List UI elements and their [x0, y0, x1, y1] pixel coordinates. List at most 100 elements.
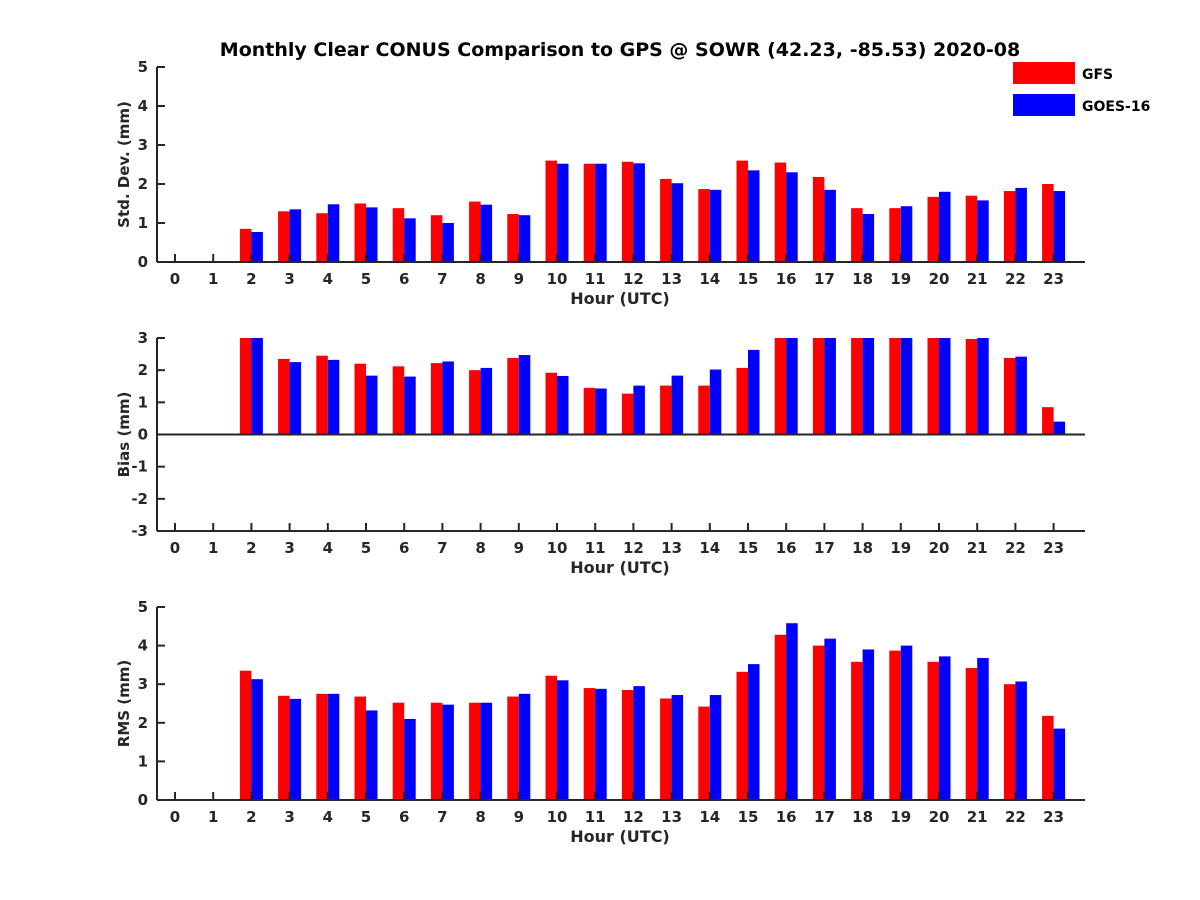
bar-gfs-hour-19: [889, 208, 901, 262]
x-tick-label: 15: [738, 808, 759, 826]
x-tick-label: 4: [323, 539, 333, 557]
bar-goes16-hour-6: [404, 718, 416, 800]
x-tick-label: 14: [699, 270, 720, 288]
y-tick-label: 2: [138, 361, 148, 379]
bar-goes16-hour-10: [557, 375, 569, 435]
bar-goes16-hour-15: [748, 664, 760, 800]
y-tick-label: 0: [138, 253, 148, 271]
x-tick-label: 4: [323, 808, 333, 826]
bar-gfs-hour-9: [507, 357, 519, 435]
bar-gfs-hour-21: [965, 195, 978, 262]
bar-goes16-hour-3: [289, 698, 302, 800]
bar-goes16-hour-17: [824, 338, 836, 435]
bar-goes16-hour-13: [671, 375, 684, 435]
bar-gfs-hour-4: [316, 355, 328, 435]
y-tick-label: 0: [138, 426, 148, 444]
bar-goes16-hour-3: [289, 362, 302, 435]
bar-goes16-hour-7: [442, 361, 454, 435]
bar-goes16-hour-4: [327, 204, 340, 262]
x-tick-label: 3: [284, 808, 294, 826]
bar-goes16-hour-11: [595, 163, 607, 262]
y-tick-label: 2: [138, 714, 148, 732]
bar-gfs-hour-12: [621, 161, 634, 262]
x-tick-label: 4: [323, 270, 333, 288]
chart-legend: GFS GOES-16: [1013, 62, 1150, 116]
bar-goes16-hour-12: [633, 163, 645, 262]
bar-goes16-hour-11: [595, 388, 607, 435]
x-tick-label: 15: [738, 270, 759, 288]
bar-goes16-hour-19: [900, 645, 913, 800]
bar-gfs-hour-11: [583, 688, 596, 800]
bar-goes16-hour-8: [480, 367, 493, 435]
x-tick-label: 17: [814, 808, 835, 826]
bar-gfs-hour-20: [927, 661, 939, 800]
x-tick-label: 11: [585, 270, 606, 288]
x-tick-label: 8: [475, 539, 485, 557]
bar-goes16-hour-21: [977, 200, 989, 262]
y-tick-label: -2: [131, 490, 148, 508]
bar-gfs-hour-21: [965, 667, 978, 800]
y-axis-label: Std. Dev. (mm): [115, 101, 133, 228]
bar-goes16-hour-22: [1015, 681, 1027, 800]
x-tick-label: 22: [1005, 270, 1026, 288]
bar-goes16-hour-8: [480, 702, 493, 800]
legend-label-goes16: GOES-16: [1082, 99, 1150, 115]
x-tick-label: 10: [547, 539, 568, 557]
bar-gfs-hour-17: [812, 645, 825, 800]
bar-gfs-hour-4: [316, 693, 328, 800]
x-tick-label: 7: [437, 270, 447, 288]
x-tick-label: 20: [929, 539, 950, 557]
bar-goes16-hour-9: [518, 215, 531, 262]
x-tick-label: 19: [890, 808, 911, 826]
x-tick-label: 9: [514, 808, 524, 826]
x-tick-label: 1: [208, 808, 218, 826]
x-tick-label: 9: [514, 270, 524, 288]
x-tick-label: 19: [890, 270, 911, 288]
bar-goes16-hour-4: [327, 359, 340, 435]
x-tick-label: 9: [514, 539, 524, 557]
bar-gfs-hour-13: [660, 385, 672, 435]
bar-goes16-hour-23: [1053, 191, 1066, 262]
bar-goes16-hour-20: [939, 338, 951, 435]
x-tick-label: 6: [399, 539, 409, 557]
x-axis-label: Hour (UTC): [570, 558, 670, 577]
x-tick-label: 18: [852, 808, 873, 826]
bar-gfs-hour-10: [545, 675, 557, 800]
bar-goes16-hour-14: [709, 189, 722, 262]
bar-gfs-hour-20: [927, 338, 939, 435]
bar-gfs-hour-9: [507, 696, 519, 800]
bar-goes16-hour-2: [251, 231, 263, 262]
x-tick-label: 8: [475, 270, 485, 288]
bar-gfs-hour-5: [354, 696, 366, 800]
bar-gfs-hour-16: [774, 162, 787, 262]
bar-gfs-hour-18: [851, 338, 863, 435]
x-tick-label: 8: [475, 808, 485, 826]
bar-gfs-hour-15: [736, 671, 748, 800]
y-tick-label: 5: [138, 598, 148, 616]
x-tick-label: 1: [208, 539, 218, 557]
y-axis-label: RMS (mm): [115, 660, 133, 747]
x-tick-label: 12: [623, 539, 644, 557]
bar-gfs-hour-7: [430, 215, 443, 262]
x-tick-label: 0: [170, 270, 180, 288]
bar-goes16-hour-7: [442, 704, 454, 800]
bar-gfs-hour-16: [774, 634, 787, 800]
x-tick-label: 22: [1005, 539, 1026, 557]
x-tick-label: 3: [284, 539, 294, 557]
x-tick-label: 2: [246, 808, 256, 826]
x-tick-label: 16: [776, 539, 797, 557]
bar-gfs-hour-10: [545, 372, 557, 435]
x-tick-label: 18: [852, 539, 873, 557]
bar-goes16-hour-17: [824, 638, 836, 800]
bar-goes16-hour-23: [1053, 728, 1066, 800]
bar-goes16-hour-9: [518, 693, 531, 800]
bar-goes16-hour-22: [1015, 187, 1027, 262]
bar-goes16-hour-20: [939, 191, 951, 262]
y-tick-label: 3: [138, 675, 148, 693]
y-tick-label: 3: [138, 329, 148, 347]
bar-gfs-hour-2: [239, 670, 252, 800]
chart-title: Monthly Clear CONUS Comparison to GPS @ …: [220, 39, 1020, 61]
